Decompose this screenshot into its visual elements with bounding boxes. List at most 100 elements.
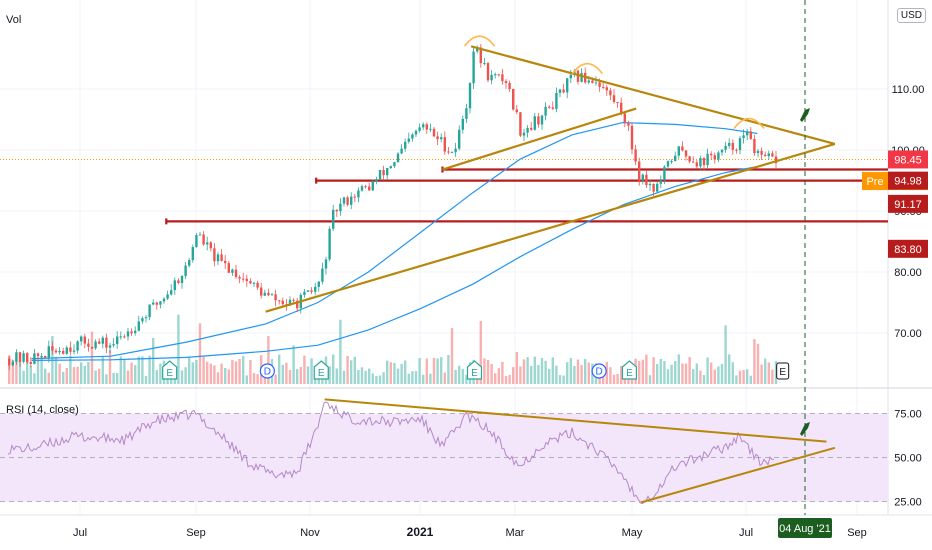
volume-bar <box>717 366 720 384</box>
candle-body <box>666 161 670 167</box>
candle-body <box>360 186 364 191</box>
volume-bar <box>80 362 83 384</box>
candle-body <box>152 302 155 305</box>
candle-body <box>652 184 655 192</box>
volume-bar <box>645 354 648 384</box>
volume-bar <box>519 366 522 384</box>
candle-body <box>580 72 583 82</box>
candle-body <box>101 337 104 344</box>
level-tag-bg <box>888 239 928 258</box>
candle-body <box>587 80 590 83</box>
candle-body <box>209 242 212 249</box>
candle-body <box>220 254 223 261</box>
volume-bar <box>382 372 385 384</box>
candle-body <box>105 337 108 348</box>
volume-bar <box>656 364 659 384</box>
volume-bar <box>375 376 378 384</box>
candle-body <box>324 259 328 269</box>
volume-bar <box>98 368 101 384</box>
time-tick-label: 2021 <box>407 525 434 539</box>
candle-body <box>173 280 176 291</box>
volume-bar <box>443 372 446 384</box>
candle-body <box>400 148 403 154</box>
highlight-date-label: 04 Aug '21 <box>779 523 831 535</box>
volume-bar <box>274 374 277 384</box>
candle-body <box>490 74 493 81</box>
candle-body <box>267 292 270 296</box>
current-price-tag-bg <box>888 150 928 169</box>
volume-bar <box>335 368 338 384</box>
volume-bar <box>292 345 295 384</box>
time-tick-label: Sep <box>186 527 206 539</box>
candle-body <box>558 89 562 93</box>
volume-bar <box>357 370 360 384</box>
volume-bar <box>695 363 698 384</box>
candle-body <box>479 47 482 64</box>
volume-bar <box>742 370 745 384</box>
volume-bar <box>681 363 684 384</box>
candle-body <box>414 130 418 135</box>
candle-body <box>155 302 158 305</box>
candle-body <box>749 131 752 139</box>
candle-body <box>292 299 295 301</box>
candle-body <box>432 128 436 137</box>
candle-body <box>83 336 86 344</box>
candle-body <box>537 116 540 125</box>
volume-bar <box>152 338 155 384</box>
volume-bar <box>641 359 644 384</box>
candle-body <box>177 280 180 283</box>
candle-body <box>80 336 83 342</box>
volume-bar <box>126 370 130 384</box>
volume-bar <box>447 355 450 384</box>
volume-bar <box>522 359 526 384</box>
trendline <box>442 107 637 171</box>
candle-body <box>180 276 184 283</box>
candle-body <box>108 345 112 348</box>
volume-bar <box>450 327 454 384</box>
volume-bar <box>94 370 97 384</box>
candle-body <box>465 108 468 119</box>
candle-body <box>36 353 40 357</box>
candle-body <box>540 115 544 125</box>
premarket-label-bg <box>862 172 888 191</box>
volume-bar <box>555 365 558 384</box>
level-tag-bg <box>888 194 928 213</box>
currency-badge[interactable]: USD <box>896 8 926 23</box>
candle-body <box>72 350 76 352</box>
volume-bar <box>566 362 569 384</box>
volume-bar <box>638 360 641 384</box>
volume-bar <box>29 365 32 384</box>
volume-bar <box>105 374 108 384</box>
candle-body <box>317 281 320 287</box>
candle-body <box>562 89 565 93</box>
candle-body <box>602 86 605 88</box>
candle-body <box>162 298 166 302</box>
volume-bar <box>429 373 432 384</box>
volume-bar <box>184 367 187 384</box>
candle-body <box>731 142 734 150</box>
volume-bar <box>407 373 410 384</box>
volume-bar <box>360 367 364 384</box>
candle-body <box>116 336 119 345</box>
candle-body <box>357 190 360 198</box>
candle-body <box>447 151 450 153</box>
candle-body <box>764 154 767 157</box>
volume-bar <box>771 369 774 384</box>
candle-body <box>213 248 216 262</box>
candle-body <box>429 128 432 130</box>
candle-body <box>616 102 619 104</box>
candle-body <box>188 260 191 266</box>
volume-bar <box>436 358 439 384</box>
candle-body <box>332 209 335 229</box>
candle-body <box>393 162 396 167</box>
candle-body <box>634 149 637 162</box>
earnings-marker <box>466 360 483 380</box>
volume-bar <box>245 375 248 384</box>
volume-bar <box>396 368 400 384</box>
candle-body <box>512 89 515 110</box>
volume-bar <box>353 356 356 384</box>
candle-body <box>130 331 133 334</box>
candle-body <box>684 150 688 157</box>
candle-body <box>26 353 29 362</box>
